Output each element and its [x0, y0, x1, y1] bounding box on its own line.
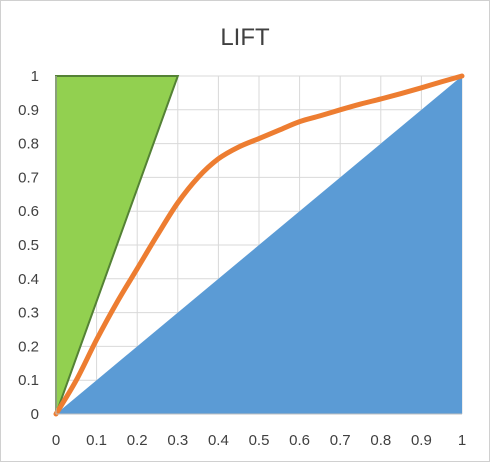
area-series-0	[56, 76, 462, 414]
x-tick-label: 0.9	[411, 432, 432, 449]
y-tick-label: 0	[31, 406, 39, 423]
x-tick-label: 0.4	[208, 432, 229, 449]
y-tick-label: 1	[31, 68, 39, 85]
x-tick-label: 0.3	[167, 432, 188, 449]
area-series	[55, 75, 462, 415]
y-tick-label: 0.3	[18, 305, 39, 322]
line-series	[53, 73, 465, 417]
y-tick-label: 0.5	[18, 237, 39, 254]
lift-curve	[53, 73, 465, 417]
x-tick-label: 0.6	[289, 432, 310, 449]
y-tick-label: 0.2	[18, 338, 39, 355]
x-tick-label: 0.8	[370, 432, 391, 449]
x-tick-label: 0	[52, 432, 60, 449]
y-tick-label: 0.9	[18, 102, 39, 119]
x-tick-label: 0.1	[86, 432, 107, 449]
y-tick-label: 0.7	[18, 169, 39, 186]
y-tick-label: 0.6	[18, 203, 39, 220]
y-tick-label: 0.1	[18, 372, 39, 389]
axes	[55, 76, 462, 415]
x-tick-label: 0.5	[249, 432, 270, 449]
x-tick-label: 0.2	[127, 432, 148, 449]
y-axis-ticks: 0 0.1 0.2 0.3 0.4 0.5 0.6 0.7 0.8 0.9 1	[18, 68, 39, 423]
x-tick-label: 0.7	[330, 432, 351, 449]
x-axis-ticks: 0 0.1 0.2 0.3 0.4 0.5 0.6 0.7 0.8 0.9 1	[52, 432, 466, 449]
x-tick-label: 1	[458, 432, 466, 449]
chart-title: LIFT	[220, 24, 270, 51]
y-tick-label: 0.4	[18, 271, 39, 288]
y-tick-label: 0.8	[18, 136, 39, 153]
